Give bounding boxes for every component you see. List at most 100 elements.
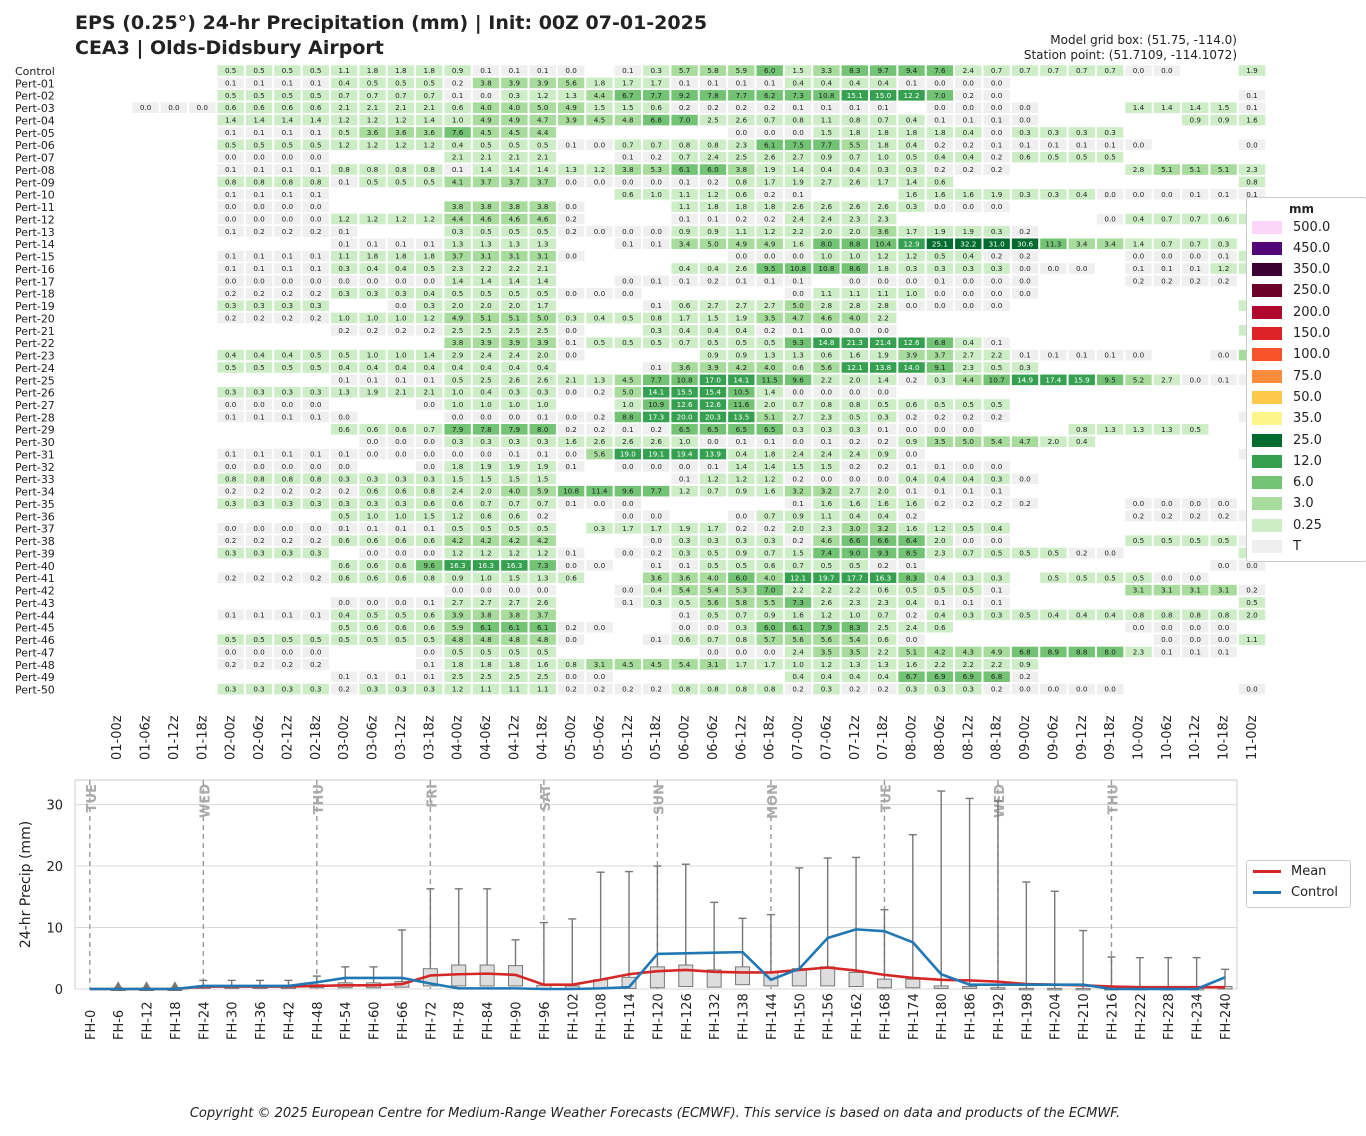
heat-cell: [1210, 114, 1237, 126]
heat-cell: [416, 671, 443, 682]
heat-cell: [529, 226, 556, 237]
cell-value: 2.4: [792, 647, 804, 656]
fh-tick-label: FH-48: [311, 1002, 326, 1041]
fh-tick-label: FH-204: [1049, 993, 1064, 1040]
cell-value: 2.4: [707, 153, 719, 162]
heat-cell: [955, 263, 982, 274]
cell-value: 2.5: [537, 672, 548, 681]
cell-value: 0.5: [310, 66, 321, 75]
heat-cell: [614, 238, 642, 250]
fh-tick-label: FH-72: [424, 1002, 439, 1041]
heat-cell: [416, 164, 443, 175]
heat-cell: [983, 263, 1010, 274]
heat-cell: [217, 312, 244, 324]
heat-cell: [841, 312, 868, 324]
heat-cell: [302, 522, 329, 534]
cell-value: 6.1: [537, 623, 548, 632]
heat-cell: [813, 510, 840, 522]
heat-cell: [1040, 189, 1067, 200]
heat-cell: [586, 522, 613, 534]
cell-value: 0.3: [1218, 239, 1229, 248]
heat-cell: [756, 362, 783, 373]
day-marker-label: MON: [766, 784, 781, 819]
heat-cell: [529, 77, 556, 89]
cell-value: 1.3: [877, 660, 888, 669]
cell-value: 1.4: [877, 375, 889, 384]
heat-cell: [671, 90, 698, 101]
cell-value: 0.1: [310, 165, 321, 174]
heat-cell: [671, 114, 698, 126]
cell-value: 1.9: [934, 227, 946, 236]
cell-value: 2.5: [480, 326, 491, 335]
heat-cell: [245, 362, 273, 373]
heat-cell: [784, 114, 812, 126]
heat-cell: [756, 127, 783, 138]
cell-value: 5.1: [1218, 165, 1229, 174]
cell-value: 0.0: [1133, 66, 1145, 75]
heat-cell: [813, 287, 840, 299]
heat-cell: [529, 151, 556, 163]
heat-cell: [898, 597, 925, 608]
cell-value: 0.0: [650, 177, 662, 186]
heat-cell: [472, 374, 500, 386]
cell-value: 1.1: [821, 289, 832, 298]
cell-value: 1.8: [452, 660, 464, 669]
cell-value: 1.6: [906, 190, 918, 199]
heat-cell: [472, 473, 500, 485]
cell-value: 0.5: [622, 338, 633, 347]
heat-cell: [1210, 498, 1237, 509]
cell-value: 6.4: [906, 536, 918, 545]
heat-cell: [756, 386, 783, 398]
heat-cell: [643, 411, 670, 423]
cell-value: 9.5: [764, 264, 775, 273]
heat-cell: [160, 102, 188, 113]
cell-value: 0.5: [1076, 573, 1087, 582]
cell-value: 0.5: [282, 635, 293, 644]
legend-mean-label: Mean: [1291, 864, 1327, 879]
cell-value: 2.2: [480, 264, 491, 273]
cell-value: 4.0: [849, 314, 861, 323]
heat-cell: [529, 436, 556, 447]
heat-cell: [643, 325, 670, 336]
row-label: Pert-44: [15, 609, 55, 622]
heat-cell: [1238, 139, 1266, 151]
cell-value: 9.3: [877, 549, 888, 558]
heat-cell: [926, 374, 954, 386]
cell-value: 1.8: [849, 128, 861, 137]
cell-value: 0.4: [338, 610, 350, 619]
heat-cell: [586, 77, 613, 89]
cell-value: 0.3: [594, 524, 605, 533]
heat-cell: [416, 597, 443, 608]
heat-cell: [472, 238, 500, 250]
heat-cell: [274, 411, 301, 423]
cell-value: 1.9: [736, 314, 748, 323]
cell-value: 0.3: [736, 536, 747, 545]
heat-cell: [416, 436, 443, 447]
heat-cell: [728, 263, 755, 274]
cell-value: 0.2: [225, 487, 236, 496]
heat-cell: [274, 312, 301, 324]
cell-value: 0.2: [906, 412, 917, 421]
cell-value: 0.1: [1048, 140, 1059, 149]
heat-cell: [813, 411, 840, 423]
cell-value: 0.5: [395, 78, 406, 87]
heat-cell: [1153, 634, 1181, 645]
cell-value: 0.3: [310, 499, 321, 508]
heat-cell: [728, 424, 755, 435]
heat-cell: [643, 300, 670, 311]
heat-cell: [444, 646, 471, 658]
heat-cell: [359, 547, 386, 559]
heat-cell: [529, 386, 556, 398]
heat-cell: [302, 90, 329, 101]
heat-cell: [983, 164, 1010, 175]
heat-cell: [274, 386, 301, 398]
cell-value: 0.5: [452, 647, 463, 656]
heat-cell: [643, 77, 670, 89]
cell-value: 1.7: [764, 177, 775, 186]
cell-value: 0.5: [225, 635, 236, 644]
heat-cell: [472, 498, 500, 509]
heat-cell: [671, 238, 698, 250]
heat-cell: [614, 77, 642, 89]
day-marker-label: THU: [312, 784, 327, 814]
cell-value: 2.5: [480, 672, 491, 681]
